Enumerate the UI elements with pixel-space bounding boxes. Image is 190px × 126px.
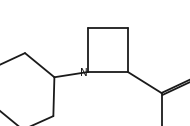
Text: N: N [80,68,88,78]
